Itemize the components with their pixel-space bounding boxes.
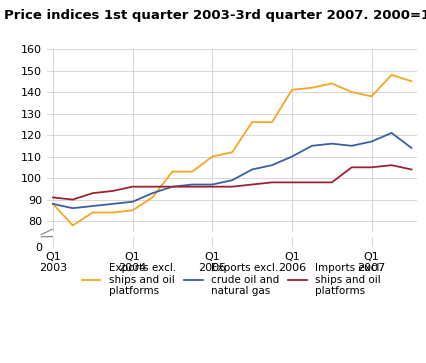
Imports excl.
ships and oil
platforms (309, 180, 314, 184)
Imports excl.
ships and oil
platforms (170, 184, 175, 189)
Exports excl.
crude oil and
natural gas (329, 142, 334, 146)
Exports excl.
crude oil and
natural gas (409, 146, 414, 150)
Exports excl.
ships and oil
platforms (170, 170, 175, 174)
Line: Imports excl.
ships and oil
platforms: Imports excl. ships and oil platforms (53, 165, 412, 200)
Exports excl.
crude oil and
natural gas (289, 154, 294, 159)
Exports excl.
crude oil and
natural gas (309, 144, 314, 148)
Exports excl.
ships and oil
platforms (230, 150, 235, 154)
Imports excl.
ships and oil
platforms (329, 180, 334, 184)
Exports excl.
crude oil and
natural gas (210, 182, 215, 187)
Imports excl.
ships and oil
platforms (110, 189, 115, 193)
Exports excl.
crude oil and
natural gas (170, 184, 175, 189)
Imports excl.
ships and oil
platforms (90, 191, 95, 195)
Exports excl.
ships and oil
platforms (409, 79, 414, 83)
Imports excl.
ships and oil
platforms (389, 163, 394, 167)
Line: Exports excl.
crude oil and
natural gas: Exports excl. crude oil and natural gas (53, 133, 412, 208)
Imports excl.
ships and oil
platforms (349, 165, 354, 170)
Exports excl.
crude oil and
natural gas (270, 163, 275, 167)
Imports excl.
ships and oil
platforms (130, 184, 135, 189)
Imports excl.
ships and oil
platforms (70, 197, 75, 202)
Imports excl.
ships and oil
platforms (150, 184, 155, 189)
Exports excl.
crude oil and
natural gas (50, 202, 55, 206)
Exports excl.
crude oil and
natural gas (389, 131, 394, 135)
Exports excl.
crude oil and
natural gas (230, 178, 235, 182)
Exports excl.
crude oil and
natural gas (130, 200, 135, 204)
Exports excl.
ships and oil
platforms (270, 120, 275, 124)
Exports excl.
crude oil and
natural gas (349, 144, 354, 148)
Exports excl.
ships and oil
platforms (210, 154, 215, 159)
Exports excl.
ships and oil
platforms (90, 210, 95, 215)
Imports excl.
ships and oil
platforms (210, 184, 215, 189)
Exports excl.
crude oil and
natural gas (150, 191, 155, 195)
Exports excl.
ships and oil
platforms (349, 90, 354, 94)
Exports excl.
crude oil and
natural gas (250, 167, 255, 172)
Exports excl.
ships and oil
platforms (329, 81, 334, 86)
Exports excl.
crude oil and
natural gas (369, 139, 374, 144)
Imports excl.
ships and oil
platforms (230, 184, 235, 189)
Exports excl.
crude oil and
natural gas (90, 204, 95, 208)
Exports excl.
ships and oil
platforms (289, 88, 294, 92)
Text: Price indices 1st quarter 2003-3rd quarter 2007. 2000=100: Price indices 1st quarter 2003-3rd quart… (4, 9, 426, 22)
Exports excl.
crude oil and
natural gas (190, 182, 195, 187)
Exports excl.
ships and oil
platforms (70, 223, 75, 228)
Exports excl.
ships and oil
platforms (190, 170, 195, 174)
Imports excl.
ships and oil
platforms (190, 184, 195, 189)
Exports excl.
ships and oil
platforms (309, 86, 314, 90)
Exports excl.
ships and oil
platforms (130, 208, 135, 212)
Imports excl.
ships and oil
platforms (369, 165, 374, 170)
Exports excl.
crude oil and
natural gas (110, 202, 115, 206)
Exports excl.
ships and oil
platforms (150, 195, 155, 200)
Imports excl.
ships and oil
platforms (250, 182, 255, 187)
Imports excl.
ships and oil
platforms (270, 180, 275, 184)
Exports excl.
ships and oil
platforms (50, 202, 55, 206)
Exports excl.
ships and oil
platforms (389, 73, 394, 77)
Exports excl.
crude oil and
natural gas (70, 206, 75, 211)
Legend: Exports excl.
ships and oil
platforms, Exports excl.
crude oil and
natural gas, : Exports excl. ships and oil platforms, E… (82, 263, 383, 297)
Line: Exports excl.
ships and oil
platforms: Exports excl. ships and oil platforms (53, 75, 412, 225)
Imports excl.
ships and oil
platforms (289, 180, 294, 184)
Exports excl.
ships and oil
platforms (369, 94, 374, 98)
Imports excl.
ships and oil
platforms (50, 195, 55, 200)
Exports excl.
ships and oil
platforms (110, 210, 115, 215)
Exports excl.
ships and oil
platforms (250, 120, 255, 124)
Imports excl.
ships and oil
platforms (409, 167, 414, 172)
